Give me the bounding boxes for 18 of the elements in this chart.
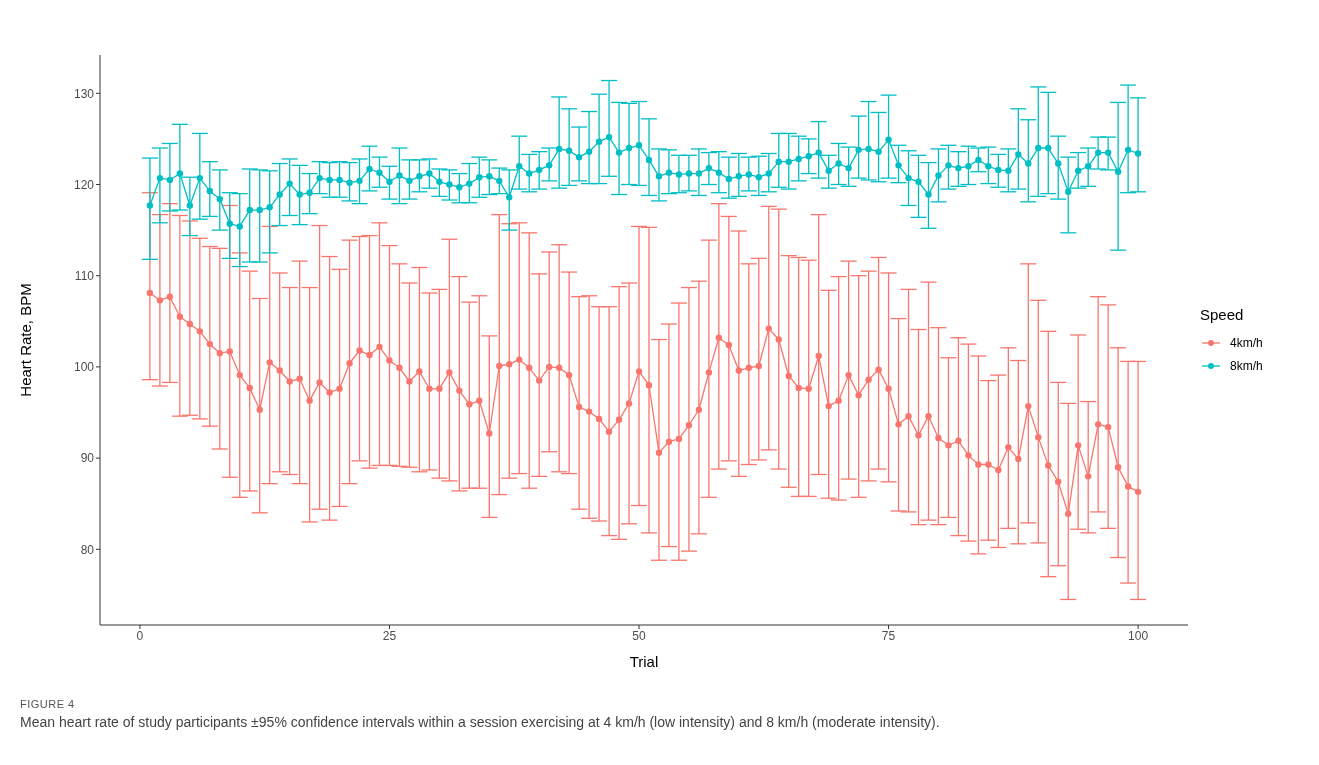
- legend-label: 4km/h: [1230, 335, 1263, 350]
- x-tick-label: 100: [1128, 628, 1149, 643]
- y-tick-label: 110: [74, 268, 95, 283]
- x-tick-label: 50: [632, 628, 646, 643]
- text: Mean heart rate of study participants ±95% confidence intervals within a session exercising at 4 km/h (low intensity) and 8 km/h (moderate intensity).: [20, 714, 941, 730]
- caption: FIGURE 4: [20, 698, 76, 710]
- y-tick-label: 100: [73, 360, 95, 375]
- y-tick-label: 120: [73, 177, 95, 192]
- x-tick-label: 25: [382, 628, 397, 643]
- legend-label: 8km/h: [1230, 358, 1263, 373]
- y-axis-title: Heart Rate, BPM: [17, 283, 35, 397]
- x-tick-label: 75: [881, 628, 896, 643]
- legend-title: Speed: [1200, 306, 1245, 323]
- y-tick-label: 80: [80, 542, 95, 557]
- y-tick-label: 130: [73, 86, 95, 101]
- y-tick-label: 90: [80, 451, 95, 466]
- x-axis-title: Trial: [629, 653, 659, 670]
- x-tick-label: 0: [136, 628, 144, 643]
